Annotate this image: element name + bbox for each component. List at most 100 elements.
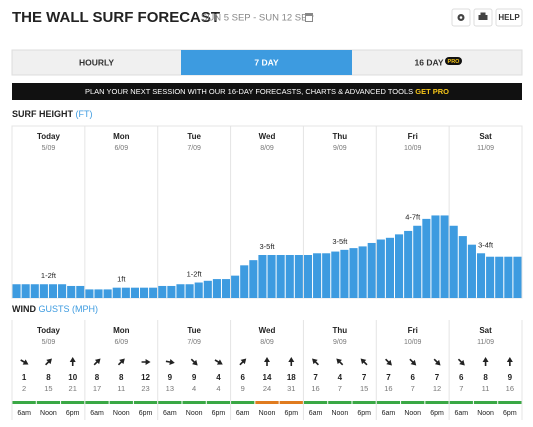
surf-bar xyxy=(203,280,212,298)
wind-speed: 6 xyxy=(240,373,245,382)
wind-rating xyxy=(109,401,133,404)
wind-time: Noon xyxy=(40,410,57,417)
surf-bar xyxy=(30,284,39,298)
surf-range: 3-5ft xyxy=(259,242,275,251)
surf-bar xyxy=(194,282,203,298)
wind-arrow-head xyxy=(506,357,513,366)
wind-day-name: Tue xyxy=(187,326,201,335)
date-range: SUN 5 SEP - SUN 12 SEP xyxy=(201,13,314,24)
tab-label[interactable]: HOURLY xyxy=(79,57,114,67)
wind-time: 6am xyxy=(236,410,250,417)
tab-label[interactable]: 16 DAY xyxy=(415,57,444,67)
wind-arrow-head xyxy=(360,358,368,366)
surf-bar xyxy=(231,275,240,298)
surf-bar xyxy=(367,242,376,298)
promo-cta[interactable]: GET PRO xyxy=(415,87,449,96)
wind-speed: 4 xyxy=(338,373,343,382)
wind-time: 6pm xyxy=(66,410,80,417)
surf-title: SURF HEIGHT (FT) xyxy=(12,109,93,119)
wind-arrow xyxy=(360,358,368,366)
surf-bar xyxy=(185,284,194,298)
wind-time: Noon xyxy=(477,410,494,417)
surf-range: 3-5ft xyxy=(332,237,348,246)
surf-bar xyxy=(385,237,394,298)
surf-bar xyxy=(58,284,67,298)
surf-bar xyxy=(376,239,385,298)
wind-arrow-head xyxy=(117,358,125,366)
day-date: 9/09 xyxy=(333,145,347,152)
surf-bar xyxy=(340,249,349,298)
wind-rating xyxy=(255,401,279,404)
wind-rating xyxy=(303,401,328,404)
wind-time: Noon xyxy=(404,410,421,417)
wind-time: 6am xyxy=(309,410,323,417)
wind-arrow xyxy=(482,357,489,366)
wind-speed: 9 xyxy=(168,373,173,382)
wind-unit: GUSTS (MPH) xyxy=(39,304,99,314)
surf-bar xyxy=(212,279,221,298)
tab-label[interactable]: 7 DAY xyxy=(254,57,279,67)
wind-day-date: 9/09 xyxy=(333,339,347,346)
wind-day-name: Thu xyxy=(333,326,348,335)
surf-bar xyxy=(404,230,413,298)
surf-bar xyxy=(294,255,303,298)
surf-bar xyxy=(458,236,467,298)
wind-rating xyxy=(401,401,425,404)
wind-day-date: 7/09 xyxy=(187,339,201,346)
wind-time: 6pm xyxy=(503,410,517,417)
wind-day-date: 6/09 xyxy=(114,339,128,346)
wind-speed: 8 xyxy=(46,373,51,382)
wind-arrow xyxy=(409,358,417,366)
wind-day-date: 11/09 xyxy=(477,339,494,346)
wind-rating xyxy=(133,401,158,404)
wind-gust: 15 xyxy=(44,384,52,393)
surf-bar xyxy=(395,234,404,298)
surf-bar xyxy=(431,215,440,298)
wind-arrow-head xyxy=(190,358,198,366)
wind-gust: 4 xyxy=(216,384,220,393)
wind-rating xyxy=(61,401,85,404)
wind-arrow xyxy=(336,358,344,366)
surf-bar xyxy=(221,279,231,298)
wind-gust: 16 xyxy=(384,384,392,393)
surf-bar xyxy=(103,289,112,298)
help-button[interactable]: HELP xyxy=(495,8,523,27)
surf-range: 1-2ft xyxy=(187,270,203,279)
wind-rating xyxy=(352,401,376,404)
settings-button[interactable] xyxy=(451,8,471,27)
wind-arrow-head xyxy=(45,358,52,366)
surf-bar xyxy=(85,289,94,298)
wind-arrow-head xyxy=(312,358,319,366)
surf-bar xyxy=(167,285,176,298)
wind-speed: 8 xyxy=(119,373,124,382)
surf-bar xyxy=(76,285,85,298)
wind-gust: 11 xyxy=(482,384,490,393)
day-name: Tue xyxy=(187,132,201,141)
wind-time: 6pm xyxy=(212,410,226,417)
wind-speed: 7 xyxy=(386,373,391,382)
day-date: 7/09 xyxy=(187,145,201,152)
surf-bar xyxy=(413,225,422,298)
wind-rating xyxy=(425,401,449,404)
wind-arrow xyxy=(506,357,513,366)
wind-heading: WIND xyxy=(12,304,36,314)
wind-speed: 8 xyxy=(483,373,488,382)
day-date: 10/09 xyxy=(404,145,422,152)
surf-bar xyxy=(149,287,158,298)
wind-gust: 16 xyxy=(506,384,514,393)
wind-rating xyxy=(12,401,36,404)
wind-time: 6am xyxy=(17,410,31,417)
wind-arrow-head xyxy=(457,358,465,366)
wind-speed: 9 xyxy=(508,373,513,382)
wind-arrow-head xyxy=(141,359,151,365)
wind-gust: 7 xyxy=(411,384,415,393)
wind-speed: 1 xyxy=(22,373,27,382)
surf-bar xyxy=(422,218,431,298)
surf-bar xyxy=(67,285,76,298)
wind-arrow-head xyxy=(264,357,270,366)
wind-arrow xyxy=(433,358,441,366)
print-button[interactable] xyxy=(473,8,493,27)
surf-range: 3-4ft xyxy=(478,240,494,249)
surf-bar xyxy=(349,248,358,298)
